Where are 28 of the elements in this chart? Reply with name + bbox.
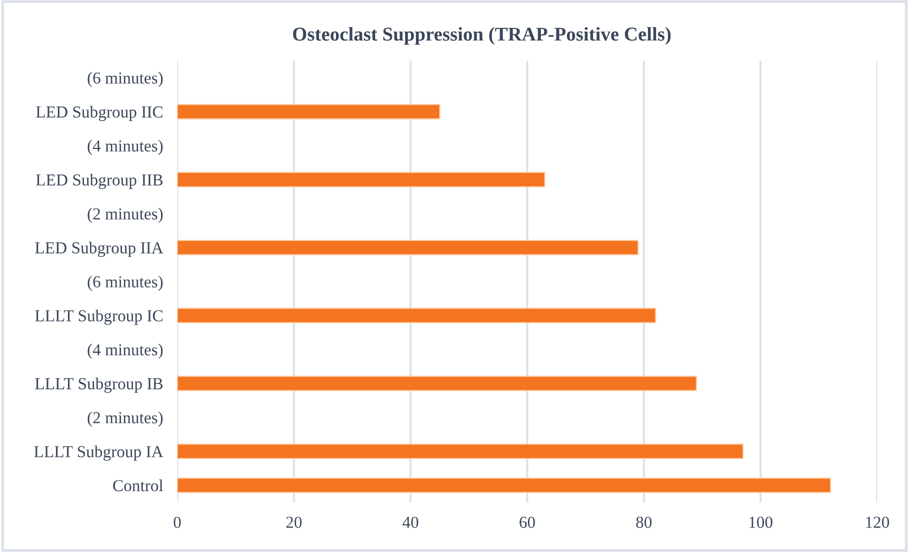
- chart-title: Osteoclast Suppression (TRAP-Positive Cells): [293, 27, 671, 45]
- y-tick-label: (2 minutes): [88, 208, 163, 223]
- bar: [177, 308, 656, 324]
- bar: [177, 478, 832, 494]
- bar: [177, 376, 697, 392]
- y-tick-label: LLLT Subgroup IC: [35, 310, 162, 325]
- x-tick-label: 60: [520, 516, 535, 528]
- x-tick-label: 40: [402, 516, 418, 528]
- x-tick-label: 100: [749, 516, 772, 528]
- x-tick-label: 120: [866, 516, 890, 528]
- y-tick-label: LED Subgroup IIB: [36, 174, 163, 189]
- bar: [177, 104, 440, 120]
- bar: [177, 444, 744, 460]
- y-tick-label: (2 minutes): [88, 412, 163, 427]
- y-tick-label: (4 minutes): [88, 140, 163, 155]
- y-tick-label: LED Subgroup IIC: [36, 106, 162, 122]
- y-tick-label: LLLT Subgroup IA: [34, 446, 164, 461]
- x-tick-label: 0: [174, 516, 181, 528]
- x-tick-label: 80: [636, 516, 652, 528]
- y-tick-label: (6 minutes): [88, 72, 163, 88]
- y-tick-label: (6 minutes): [88, 276, 163, 291]
- x-tick-label: 20: [286, 516, 302, 528]
- y-tick-label: LLLT Subgroup IB: [35, 378, 163, 393]
- y-tick-label: Control: [113, 480, 164, 492]
- y-tick-label: (4 minutes): [88, 344, 163, 359]
- y-tick-label: LED Subgroup IIA: [35, 242, 164, 257]
- bar: [177, 240, 639, 256]
- bar: [177, 172, 546, 188]
